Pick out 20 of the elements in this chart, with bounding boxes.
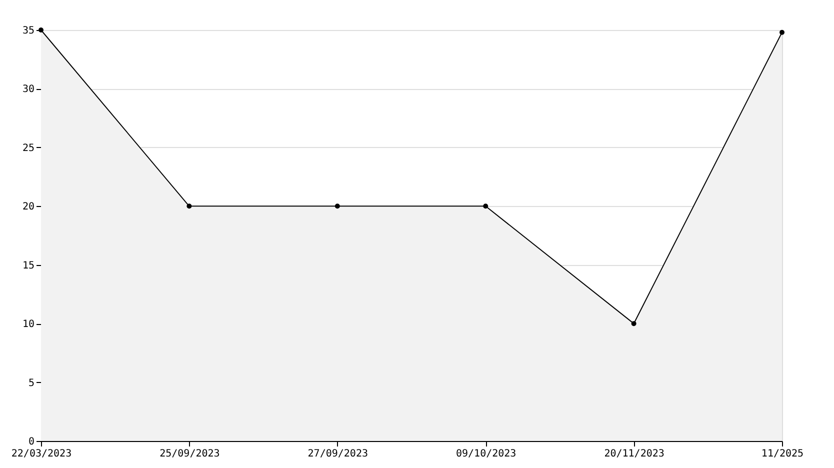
point: [780, 30, 784, 35]
point: [186, 204, 192, 209]
point: [631, 321, 636, 326]
x-tick-label: 20/11/2023: [604, 448, 664, 460]
x-tick-label: 22/03/2023: [11, 448, 72, 460]
x-tick-label: 11/2025: [761, 448, 804, 460]
y-tick-label: 15: [22, 260, 34, 272]
x-tick-label: 09/10/2023: [456, 448, 516, 460]
point: [38, 28, 44, 32]
point: [483, 204, 488, 209]
point: [334, 204, 340, 209]
y-tick-label: 35: [22, 26, 34, 36]
y-tick-label: 10: [22, 319, 34, 330]
x-tick-label: 27/09/2023: [308, 448, 368, 460]
y-tick-label: 30: [22, 84, 34, 96]
y-tick-label: 20: [22, 202, 34, 213]
y-tick-label: 5: [28, 378, 34, 389]
x-tick-label: 25/09/2023: [160, 448, 220, 460]
y-tick-label: 25: [22, 142, 34, 154]
y-tick-label: 0: [28, 436, 34, 448]
